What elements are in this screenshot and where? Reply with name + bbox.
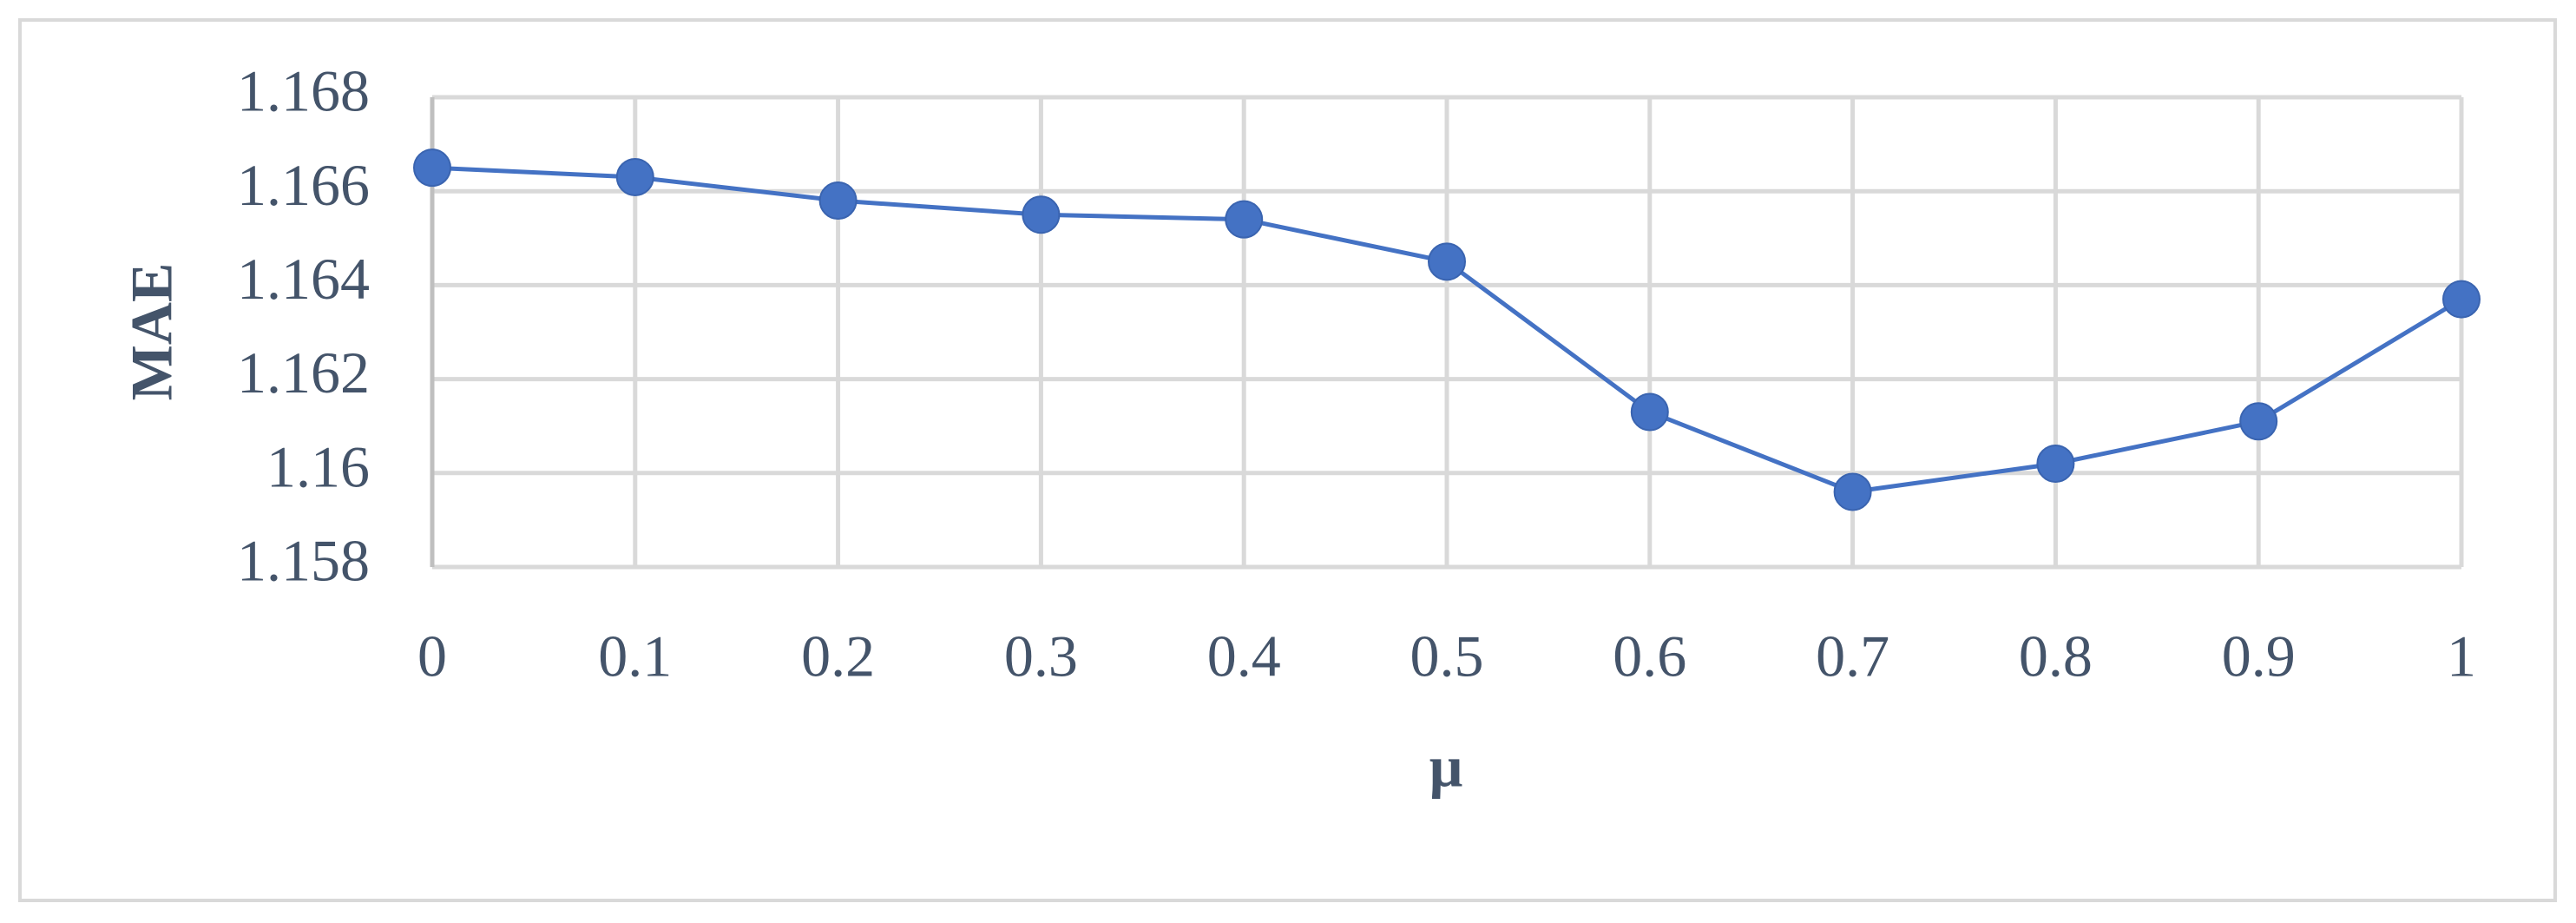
marker [1225, 200, 1264, 239]
y-tick-label: 1.168 [237, 58, 370, 124]
marker [2239, 402, 2278, 441]
x-tick-label: 0.5 [1410, 623, 1484, 689]
marker [1022, 195, 1061, 234]
marker [1833, 472, 1872, 511]
marker [818, 181, 858, 221]
x-tick-label: 0 [417, 623, 447, 689]
y-tick-label: 1.158 [237, 528, 370, 594]
x-tick-label: 0.1 [598, 623, 672, 689]
x-tick-label: 0.3 [1004, 623, 1078, 689]
chart-frame [18, 18, 2557, 902]
x-tick-label: 0.9 [2222, 623, 2296, 689]
marker [1630, 392, 1669, 432]
y-tick-label: 1.164 [237, 246, 370, 312]
x-tick-label: 0.8 [2019, 623, 2093, 689]
x-tick-label: 1 [2447, 623, 2476, 689]
marker [413, 148, 451, 188]
x-tick-label: 0.2 [801, 623, 875, 689]
x-tick-label: 0.4 [1207, 623, 1281, 689]
marker [2036, 444, 2075, 483]
marker [2442, 280, 2481, 319]
marker [1428, 242, 1466, 281]
y-tick-label: 1.166 [237, 152, 370, 218]
x-axis-title: μ [1429, 734, 1463, 800]
x-tick-label: 0.7 [1816, 623, 1889, 689]
marker [615, 157, 654, 196]
y-axis-title: MAE [119, 263, 185, 401]
y-tick-label: 1.16 [266, 433, 370, 499]
x-tick-label: 0.6 [1613, 623, 1686, 689]
y-tick-label: 1.162 [237, 340, 370, 405]
